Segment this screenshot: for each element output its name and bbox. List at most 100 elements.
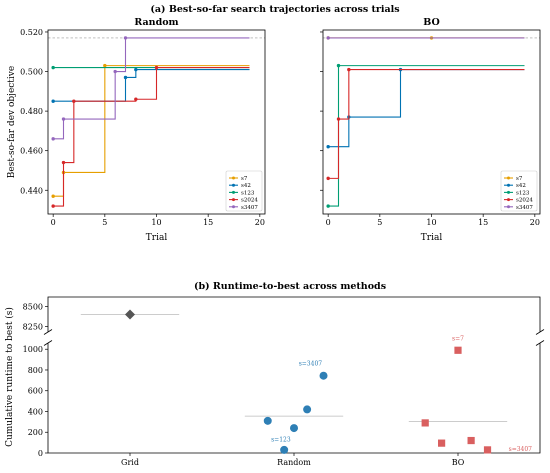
scatter-point bbox=[319, 371, 328, 380]
series-marker-s123 bbox=[51, 65, 55, 70]
scatter-point bbox=[280, 445, 289, 454]
series-marker-s2024 bbox=[336, 117, 341, 121]
x-tick-label: Random bbox=[277, 458, 311, 467]
x-tick-label: 5 bbox=[377, 218, 382, 227]
legend-box bbox=[500, 170, 538, 212]
series-marker-s2024 bbox=[347, 67, 351, 72]
x-tick-label: 5 bbox=[102, 218, 107, 227]
panel-title-bo: BO bbox=[423, 17, 439, 28]
legend-label-s7: s7 bbox=[516, 176, 523, 182]
x-tick-label: 10 bbox=[151, 218, 161, 227]
title-b: (b) Runtime-to-best across methods bbox=[194, 281, 386, 292]
series-marker-s2024 bbox=[326, 176, 330, 181]
series-marker-s123 bbox=[326, 204, 330, 208]
axis-break-mark bbox=[43, 329, 53, 335]
series-marker-s2024 bbox=[134, 97, 138, 101]
point-annotation: s=123 bbox=[271, 437, 291, 444]
series-marker-s2024 bbox=[61, 160, 66, 165]
series-marker-s3407 bbox=[61, 117, 66, 121]
legend-label-s3407: s3407 bbox=[516, 205, 533, 211]
scatter-point bbox=[421, 419, 429, 427]
series-marker-s3407 bbox=[123, 36, 128, 40]
series-marker-s3407 bbox=[113, 69, 117, 74]
y-tick-label: 8500 bbox=[23, 303, 43, 312]
legend-marker-s123 bbox=[507, 190, 510, 194]
x-tick-label: BO bbox=[452, 458, 465, 467]
scatter-point bbox=[483, 446, 492, 454]
legend-label-s123: s123 bbox=[516, 190, 530, 196]
series-line-s2024 bbox=[328, 69, 525, 179]
y-tick-label: 0.520 bbox=[20, 28, 43, 37]
legend-box bbox=[225, 170, 263, 212]
legend-marker-s7 bbox=[232, 176, 235, 180]
y-tick-label: 200 bbox=[28, 428, 43, 437]
y-tick-label: 0 bbox=[38, 449, 43, 458]
x-tick-label: 15 bbox=[203, 218, 213, 227]
axis-break-mark bbox=[535, 329, 545, 335]
series-line-s7 bbox=[53, 65, 250, 197]
panel-title-random: Random bbox=[134, 17, 178, 28]
y-tick-label: 0.480 bbox=[20, 107, 43, 116]
legend-label-s2024: s2024 bbox=[516, 198, 533, 204]
y-tick-label: 0.460 bbox=[20, 147, 43, 156]
series-line-s42 bbox=[328, 69, 525, 148]
random-panel: Random 0 5 10 15 20 Trial 0.440 0.460 0.480 0.500 0… bbox=[7, 17, 266, 243]
x-tick-label: 0 bbox=[51, 218, 56, 227]
y-tick-label: 0.440 bbox=[20, 186, 43, 195]
legend-marker-s123 bbox=[232, 190, 235, 194]
legend-label-s2024: s2024 bbox=[241, 198, 258, 204]
series-marker-s3407 bbox=[326, 36, 330, 40]
x-tick-label: 10 bbox=[426, 218, 436, 227]
series-marker-s42 bbox=[134, 67, 138, 72]
series-line-s42 bbox=[53, 69, 250, 102]
legend-marker-s42 bbox=[507, 183, 510, 187]
y-tick-label: 400 bbox=[28, 407, 43, 416]
y-tick-label: 8250 bbox=[23, 322, 43, 331]
series-line-s2024 bbox=[53, 67, 250, 207]
x-tick-label: 20 bbox=[530, 218, 540, 227]
series-marker-s42 bbox=[123, 75, 128, 80]
scatter-point bbox=[125, 309, 135, 320]
y-tick-label: 1000 bbox=[23, 345, 43, 354]
legend-marker-s3407 bbox=[232, 205, 235, 209]
x-axis-label: Trial bbox=[421, 233, 443, 243]
y-axis-label: Best-so-far dev objective bbox=[7, 66, 17, 178]
legend-label-s123: s123 bbox=[241, 190, 255, 196]
y-tick-label: 800 bbox=[28, 366, 43, 375]
scatter-point bbox=[290, 424, 298, 433]
point-annotation: s=3407 bbox=[509, 446, 533, 453]
series-marker-s7 bbox=[51, 194, 55, 198]
lower-axis-frame bbox=[47, 343, 541, 454]
upper-axis-frame bbox=[47, 296, 541, 332]
series-marker-s2024 bbox=[72, 99, 76, 103]
scatter-point bbox=[454, 346, 462, 354]
group-random: s=3407 s=123 bbox=[244, 360, 344, 454]
legend-label-s7: s7 bbox=[241, 176, 248, 182]
legend-label-s42: s42 bbox=[516, 183, 526, 189]
x-tick-label: 15 bbox=[478, 218, 488, 227]
legend-marker-s3407 bbox=[507, 205, 510, 209]
legend-marker-s7 bbox=[507, 176, 510, 180]
series-marker-s42 bbox=[51, 99, 55, 103]
y-tick-label: 0.500 bbox=[20, 68, 43, 77]
series-marker-s7 bbox=[103, 63, 107, 68]
series-marker-s3407 bbox=[51, 137, 55, 141]
axis-break-mark bbox=[43, 340, 53, 346]
x-tick-label: 20 bbox=[255, 218, 265, 227]
series-marker-s2024 bbox=[51, 204, 55, 208]
series-line-s123 bbox=[328, 65, 525, 207]
legend-marker-s42 bbox=[232, 183, 235, 187]
x-tick-label: 0 bbox=[326, 218, 331, 227]
group-bo: s=7 s=3407 bbox=[408, 335, 533, 454]
scatter-point bbox=[438, 439, 446, 447]
series-marker-s42 bbox=[326, 145, 330, 149]
legend-label-s3407: s3407 bbox=[241, 205, 258, 211]
series-line-s3407 bbox=[53, 37, 250, 140]
x-tick-label: Grid bbox=[121, 458, 139, 467]
scatter-point bbox=[467, 436, 475, 445]
group-grid bbox=[80, 309, 180, 320]
legend-marker-s2024 bbox=[232, 198, 235, 202]
